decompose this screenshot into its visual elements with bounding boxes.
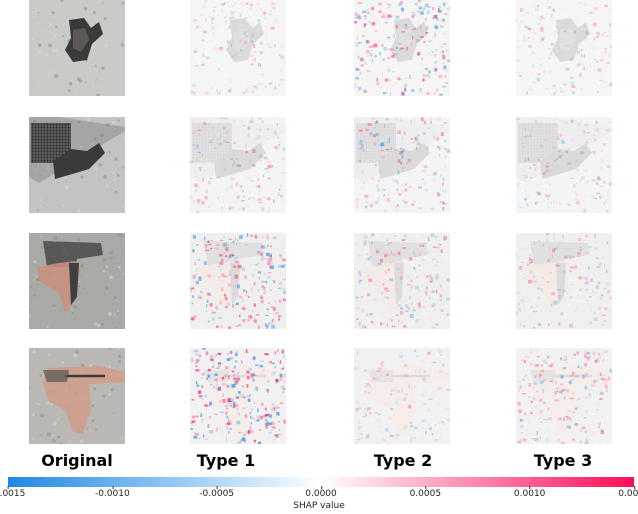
col-label-type1: Type 1 bbox=[196, 451, 256, 470]
original-image bbox=[29, 117, 125, 213]
colorbar-tick-label: 0.0010 bbox=[513, 486, 546, 499]
shap-colorbar bbox=[8, 477, 634, 487]
shap-heatmap-type2 bbox=[354, 0, 450, 96]
original-image bbox=[29, 233, 125, 329]
shap-heatmap-type3 bbox=[516, 0, 612, 96]
shap-heatmap-type1 bbox=[190, 233, 286, 329]
shap-heatmap-type3 bbox=[516, 117, 612, 213]
col-label-type2: Type 2 bbox=[373, 451, 433, 470]
colorbar-label: SHAP value bbox=[293, 501, 345, 511]
shap-heatmap-type1 bbox=[190, 0, 286, 96]
colorbar-gradient bbox=[8, 477, 634, 487]
original-image bbox=[29, 0, 125, 96]
shap-heatmap-type2 bbox=[354, 348, 450, 444]
original-image bbox=[29, 348, 125, 444]
shap-heatmap-type2 bbox=[354, 233, 450, 329]
col-label-type3: Type 3 bbox=[533, 451, 593, 470]
col-label-original: Original bbox=[41, 451, 113, 470]
shap-heatmap-type1 bbox=[190, 348, 286, 444]
colorbar-tick-label: -0.0005 bbox=[199, 486, 235, 499]
colorbar-tick-label: 0.0000 bbox=[305, 486, 337, 499]
shap-heatmap-type3 bbox=[516, 348, 612, 444]
colorbar-tick-label: 0.0005 bbox=[409, 486, 442, 499]
shap-heatmap-type3 bbox=[516, 233, 612, 329]
shap-heatmap-type2 bbox=[354, 117, 450, 213]
colorbar-tick-label: -0.0015 bbox=[0, 486, 25, 499]
colorbar-tick-label: -0.0010 bbox=[94, 486, 130, 499]
colorbar-tick-label: 0.0015 bbox=[618, 486, 638, 499]
shap-heatmap-type1 bbox=[190, 117, 286, 213]
